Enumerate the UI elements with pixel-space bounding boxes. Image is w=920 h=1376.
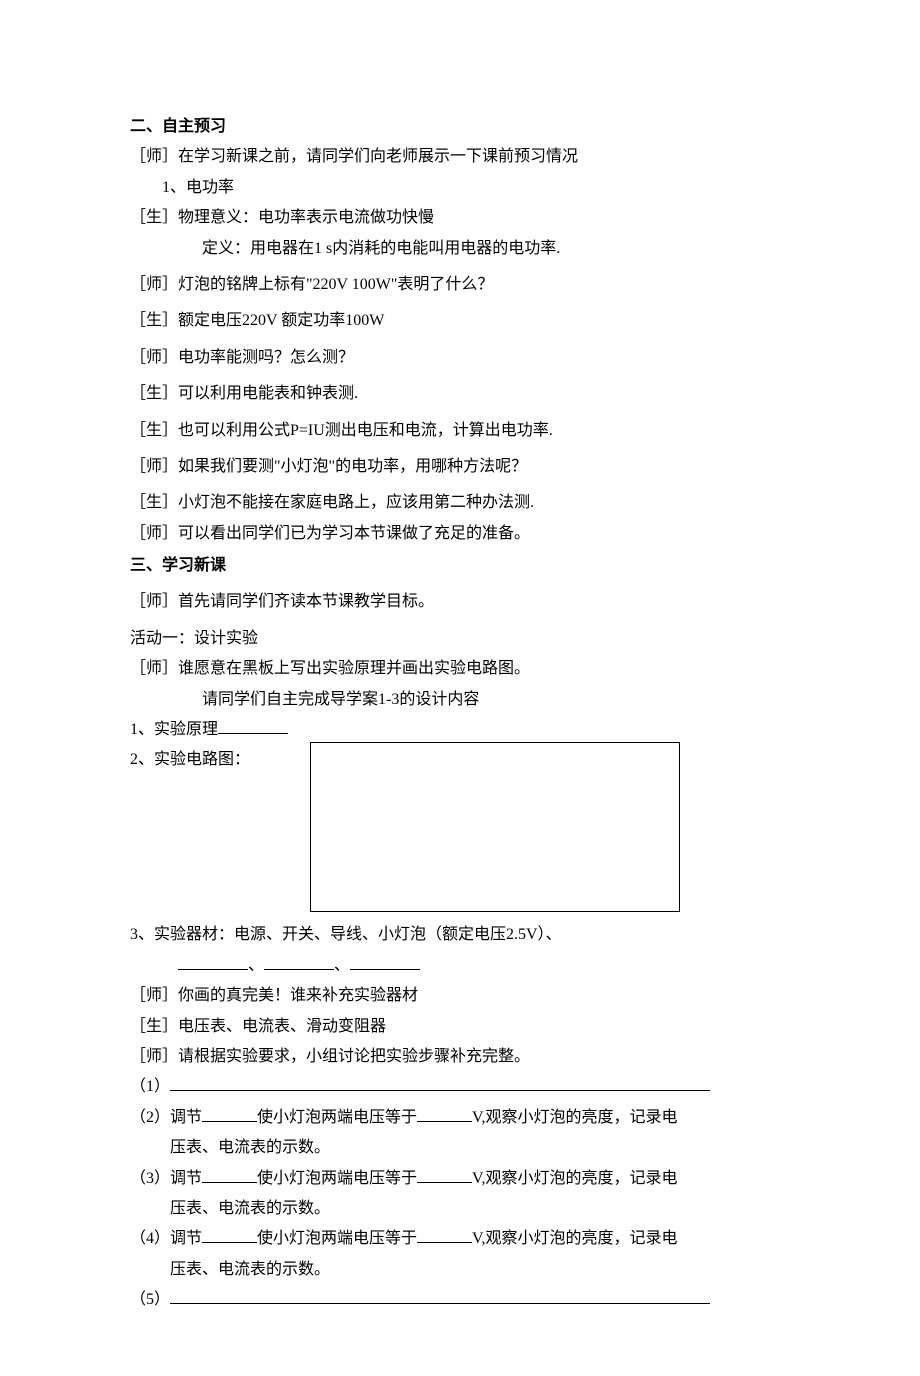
dialogue-line: 请同学们自主完成导学案1-3的设计内容	[130, 685, 800, 715]
fill-blank	[178, 954, 248, 970]
dialogue-line: ［师］请根据实验要求，小组讨论把实验步骤补充完整。	[130, 1042, 800, 1072]
fill-blank	[202, 1167, 257, 1183]
separator: 、	[248, 957, 264, 974]
item-1: 1、实验原理	[130, 715, 800, 745]
dialogue-line: ［生］电压表、电流表、滑动变阻器	[130, 1012, 800, 1042]
step-3-cont: 压表、电流表的示数。	[130, 1194, 800, 1224]
fill-blank	[350, 954, 420, 970]
dialogue-line: ［师］如果我们要测"小灯泡"的电功率，用哪种方法呢？	[130, 452, 800, 482]
fill-blank	[417, 1227, 472, 1243]
step-2: （2）调节 使小灯泡两端电压等于 V,观察小灯泡的亮度，记录电	[130, 1103, 800, 1133]
dialogue-line: ［生］物理意义：电功率表示电流做功快慢	[130, 203, 800, 233]
activity-title: 活动一：设计实验	[130, 624, 800, 654]
dialogue-line: ［师］电功率能测吗？怎么测？	[130, 343, 800, 373]
fill-blank	[202, 1106, 257, 1122]
step-2-label: （2）	[130, 1109, 170, 1126]
dialogue-line: 定义：用电器在1 s内消耗的电能叫用电器的电功率.	[130, 234, 800, 264]
step-text: V,观察小灯泡的亮度，记录电	[472, 1109, 678, 1126]
step-text: 调节	[170, 1109, 202, 1126]
item-3-blanks: 、、	[130, 951, 800, 981]
step-text: 使小灯泡两端电压等于	[257, 1109, 417, 1126]
dialogue-line: 1、电功率	[130, 173, 800, 203]
step-text: V,观察小灯泡的亮度，记录电	[472, 1170, 678, 1187]
section-3-heading: 三、学习新课	[130, 551, 800, 581]
circuit-diagram-box	[310, 742, 680, 912]
item-1-label: 1、实验原理	[130, 721, 218, 738]
fill-blank	[417, 1106, 472, 1122]
separator: 、	[334, 957, 350, 974]
step-4-label: （4）	[130, 1230, 170, 1247]
step-5-label: （5）	[130, 1291, 170, 1308]
step-5: （5）	[130, 1285, 800, 1315]
step-3-label: （3）	[130, 1170, 170, 1187]
dialogue-line: ［师］在学习新课之前，请同学们向老师展示一下课前预习情况	[130, 142, 800, 172]
dialogue-line: ［师］首先请同学们齐读本节课教学目标。	[130, 587, 800, 617]
fill-blank	[218, 718, 288, 734]
fill-blank	[417, 1167, 472, 1183]
step-text: 使小灯泡两端电压等于	[257, 1170, 417, 1187]
dialogue-line: ［师］灯泡的铭牌上标有"220V 100W"表明了什么？	[130, 270, 800, 300]
dialogue-line: ［生］额定电压220V 额定功率100W	[130, 306, 800, 336]
dialogue-line: ［生］小灯泡不能接在家庭电路上，应该用第二种办法测.	[130, 488, 800, 518]
item-3: 3、实验器材：电源、开关、导线、小灯泡（额定电压2.5V）、	[130, 920, 800, 950]
step-3: （3）调节 使小灯泡两端电压等于 V,观察小灯泡的亮度，记录电	[130, 1164, 800, 1194]
item-2-label: 2、实验电路图：	[130, 745, 250, 775]
step-1: （1）	[130, 1072, 800, 1102]
fill-blank	[202, 1227, 257, 1243]
step-text: 调节	[170, 1170, 202, 1187]
fill-blank	[264, 954, 334, 970]
dialogue-line: ［生］也可以利用公式P=IU测出电压和电流，计算出电功率.	[130, 416, 800, 446]
dialogue-line: ［师］谁愿意在黑板上写出实验原理并画出实验电路图。	[130, 654, 800, 684]
step-2-cont: 压表、电流表的示数。	[130, 1133, 800, 1163]
step-4-cont: 压表、电流表的示数。	[130, 1255, 800, 1285]
step-1-label: （1）	[130, 1078, 170, 1095]
dialogue-line: ［师］你画的真完美！谁来补充实验器材	[130, 981, 800, 1011]
step-text: V,观察小灯泡的亮度，记录电	[472, 1230, 678, 1247]
step-text: 调节	[170, 1230, 202, 1247]
fill-blank	[170, 1075, 710, 1091]
dialogue-line: ［师］可以看出同学们已为学习本节课做了充足的准备。	[130, 519, 800, 549]
dialogue-line: ［生］可以利用电能表和钟表测.	[130, 379, 800, 409]
step-text: 使小灯泡两端电压等于	[257, 1230, 417, 1247]
step-4: （4）调节 使小灯泡两端电压等于 V,观察小灯泡的亮度，记录电	[130, 1224, 800, 1254]
section-2-heading: 二、自主预习	[130, 112, 800, 142]
